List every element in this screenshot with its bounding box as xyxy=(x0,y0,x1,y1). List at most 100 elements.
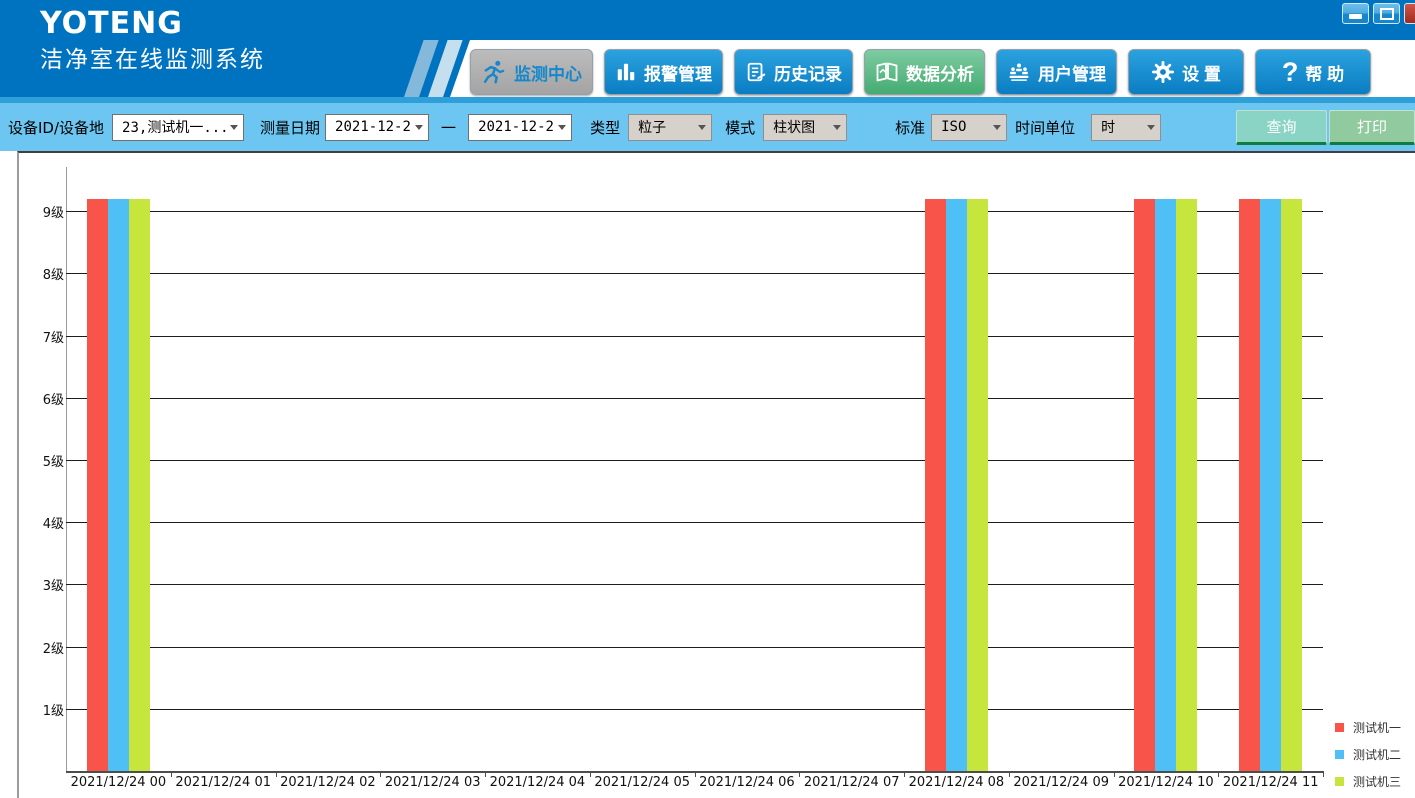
minimize-button[interactable] xyxy=(1342,3,1369,24)
legend-swatch xyxy=(1335,723,1344,732)
y-axis-tick-label: 6级 xyxy=(42,392,64,408)
y-axis-tick-label: 7级 xyxy=(42,330,64,346)
mode-select-value: 柱状图 xyxy=(773,120,816,136)
time-unit-select[interactable]: 时 xyxy=(1091,113,1162,141)
x-axis-tick xyxy=(1008,771,1010,777)
nav-label: 设 置 xyxy=(1182,64,1221,84)
x-axis-tick xyxy=(799,771,801,777)
x-axis-tick xyxy=(380,771,382,777)
chevron-down-icon xyxy=(833,124,842,130)
y-axis-tick-label: 3级 xyxy=(42,579,64,595)
x-axis-tick xyxy=(904,771,905,777)
standard-label: 标准 xyxy=(895,118,926,137)
x-axis-tick-label: 2021/12/24 02 xyxy=(280,775,376,790)
y-axis-tick-label: 9级 xyxy=(42,206,64,222)
nav-button-user-management[interactable]: 用户管理 xyxy=(996,49,1117,95)
nav-button-monitor-center[interactable]: 监测中心 xyxy=(470,49,593,95)
nav-label: 历史记录 xyxy=(774,64,842,84)
users-podium-icon xyxy=(1007,60,1031,84)
x-axis-tick-label: 2021/12/24 10 xyxy=(1118,775,1214,790)
type-select[interactable]: 粒子 xyxy=(628,113,713,141)
date-label: 测量日期 xyxy=(260,118,321,137)
standard-select[interactable]: ISO xyxy=(931,113,1008,141)
standard-select-value: ISO xyxy=(941,119,967,135)
x-axis-tick-label: 2021/12/24 09 xyxy=(1013,775,1109,790)
close-button[interactable] xyxy=(1404,3,1415,24)
print-button[interactable]: 打印 xyxy=(1329,109,1415,145)
legend-item: 测试机二 xyxy=(1335,746,1401,763)
gridline xyxy=(66,522,1323,524)
date-to-select[interactable]: 2021-12-24 xyxy=(468,113,573,141)
y-axis-line xyxy=(66,167,67,771)
bar xyxy=(1155,198,1177,771)
logo-subtitle: 洁净室在线监测系统 xyxy=(40,47,265,73)
bar xyxy=(128,198,150,771)
filter-bar: 设备ID/设备地 23,测试机一... 测量日期 2021-12-24 一 20… xyxy=(0,103,1415,151)
time-unit-label: 时间单位 xyxy=(1015,118,1076,137)
y-axis-tick-label: 4级 xyxy=(42,517,64,533)
gear-icon xyxy=(1151,60,1175,84)
x-axis-tick xyxy=(694,771,696,777)
bar xyxy=(1281,198,1303,771)
nav-button-history-records[interactable]: 历史记录 xyxy=(734,49,853,95)
header-divider xyxy=(0,97,1415,103)
chevron-down-icon xyxy=(415,124,424,130)
date-from-value: 2021-12-24 xyxy=(335,119,412,135)
device-select-value: 23,测试机一... xyxy=(122,120,227,136)
chevron-down-icon xyxy=(230,124,239,130)
x-axis-tick xyxy=(1113,771,1115,777)
x-axis-tick xyxy=(170,771,172,777)
query-button[interactable]: 查询 xyxy=(1236,109,1327,145)
nav-bar: 监测中心 报警管理 历史记录 数据分析 用户管理 xyxy=(470,49,1371,95)
nav-button-settings[interactable]: 设 置 xyxy=(1128,49,1244,95)
header: YOTENG 洁净室在线监测系统 监测中心 报警管理 历史记录 xyxy=(0,0,1415,97)
legend-label: 测试机一 xyxy=(1353,721,1402,735)
nav-label: 监测中心 xyxy=(514,64,582,84)
gridline xyxy=(66,460,1323,461)
chevron-down-icon xyxy=(1147,124,1156,130)
nav-button-alarm-management[interactable]: 报警管理 xyxy=(604,49,723,95)
chevron-down-icon xyxy=(698,124,707,130)
gridline xyxy=(66,335,1323,337)
x-axis-tick-label: 2021/12/24 01 xyxy=(175,775,271,790)
y-axis-tick-label: 2级 xyxy=(42,641,64,657)
maximize-button[interactable] xyxy=(1373,3,1400,24)
bar-chart: 1级 2级 3级 4级 5级 6级 7级 8级 9级 2021/12/24 00 2021/12/2… xyxy=(19,153,1415,798)
mode-select[interactable]: 柱状图 xyxy=(763,113,848,141)
type-label: 类型 xyxy=(590,118,621,137)
x-axis-tick-label: 2021/12/24 08 xyxy=(908,775,1005,790)
legend-swatch xyxy=(1335,750,1344,759)
nav-button-help[interactable]: ? 帮 助 xyxy=(1255,49,1371,95)
runner-icon xyxy=(481,59,507,85)
book-chart-icon xyxy=(875,60,899,84)
x-axis-tick-label: 2021/12/24 07 xyxy=(803,775,900,790)
bar xyxy=(107,198,129,771)
device-label: 设备ID/设备地 xyxy=(8,118,105,137)
device-select[interactable]: 23,测试机一... xyxy=(112,113,245,141)
x-axis-tick xyxy=(1218,771,1220,777)
date-to-value: 2021-12-24 xyxy=(478,119,555,135)
x-axis-tick-label: 2021/12/24 00 xyxy=(70,775,167,790)
bar xyxy=(966,198,988,771)
mode-label: 模式 xyxy=(725,118,756,137)
logo: YOTENG 洁净室在线监测系统 xyxy=(40,5,265,77)
x-axis-tick-label: 2021/12/24 11 xyxy=(1222,775,1319,790)
bar xyxy=(924,198,946,771)
x-axis-tick xyxy=(1323,771,1324,777)
bar xyxy=(1134,198,1156,771)
x-axis-tick-label: 2021/12/24 04 xyxy=(489,775,586,790)
nav-label: 帮 助 xyxy=(1305,64,1345,84)
window-controls xyxy=(1342,3,1415,24)
x-axis-tick xyxy=(589,771,591,777)
bar xyxy=(1176,198,1198,771)
x-axis-tick-label: 2021/12/24 03 xyxy=(384,775,481,790)
gridline xyxy=(66,646,1323,648)
minimize-icon xyxy=(1349,14,1362,19)
bar-chart-icon xyxy=(615,61,637,83)
chevron-down-icon xyxy=(558,124,567,130)
maximize-icon xyxy=(1379,7,1394,20)
nav-button-data-analysis[interactable]: 数据分析 xyxy=(864,49,985,95)
date-from-select[interactable]: 2021-12-24 xyxy=(325,113,430,141)
bar xyxy=(86,198,108,771)
legend-label: 测试机三 xyxy=(1353,775,1402,789)
